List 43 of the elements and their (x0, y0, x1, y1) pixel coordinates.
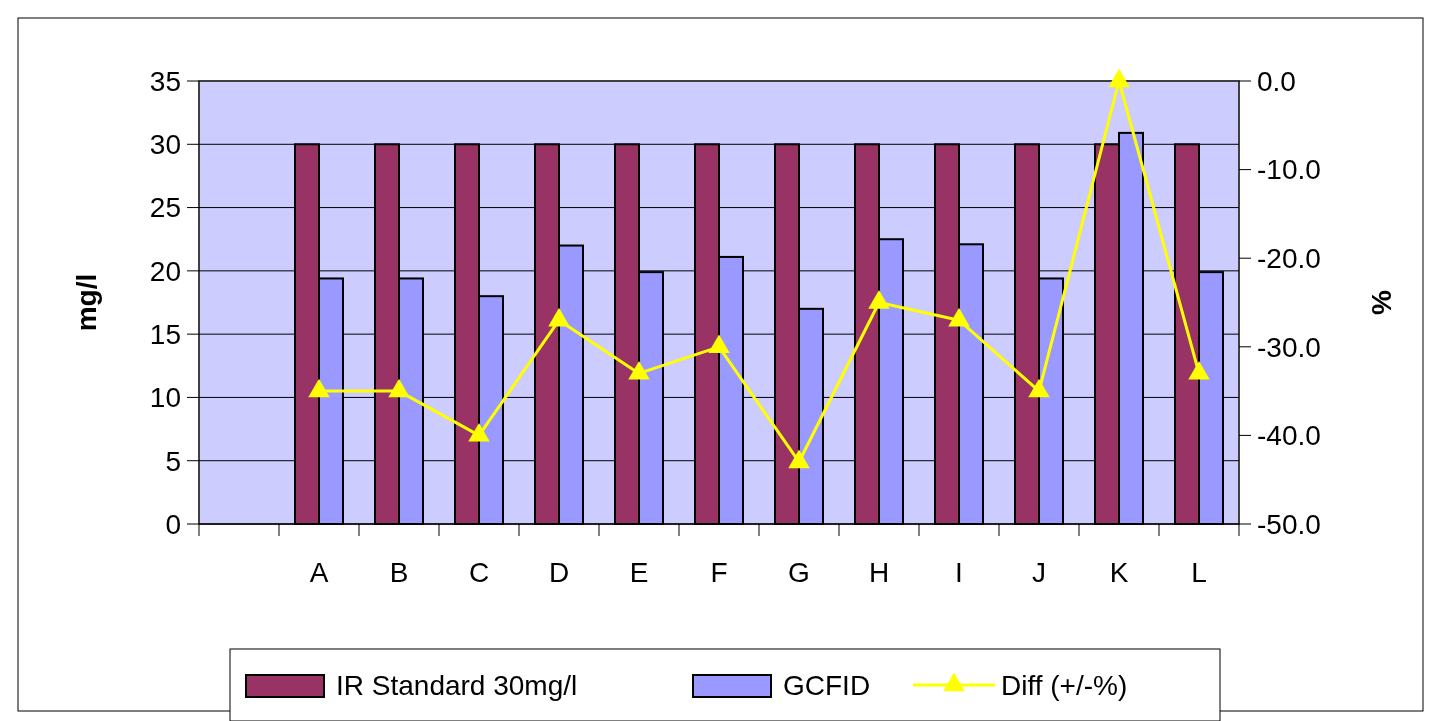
point (708, 334, 730, 353)
x-tick-label: F (710, 557, 728, 588)
x-tick-label: D (548, 557, 570, 588)
y-tick-label: 15 (149, 318, 181, 350)
x-tick-label: K (1109, 557, 1129, 588)
point (468, 422, 490, 442)
y-tick-label: 25 (149, 192, 181, 224)
y2-tick-label: -30.0 (1257, 331, 1321, 363)
point (388, 378, 410, 398)
legend-label: GCFID (783, 669, 871, 701)
point (628, 360, 650, 380)
point (788, 449, 810, 469)
x-tick-label: L (1191, 557, 1207, 588)
point (1028, 378, 1050, 398)
x-tick-label: B (389, 557, 409, 588)
point (308, 378, 330, 398)
legend-label: Diff (+/-%) (1001, 669, 1128, 701)
x-tick-label: E (629, 557, 649, 588)
x-tick-label: G (788, 557, 810, 588)
x-tick-label: H (868, 557, 890, 588)
point (1188, 360, 1210, 380)
y-axis-title: mg/l (71, 273, 102, 332)
y-tick-label: 30 (149, 129, 181, 161)
x-tick-label: I (955, 557, 963, 588)
y-tick-label: 0 (165, 508, 181, 540)
x-tick-label: J (1032, 557, 1046, 588)
y-tick-label: 35 (149, 65, 181, 97)
y-tick-label: 10 (149, 382, 181, 414)
y2-tick-label: 0.0 (1257, 65, 1296, 97)
legend-label: IR Standard 30mg/l (336, 669, 578, 701)
point (948, 307, 970, 327)
y2-tick-label: -50.0 (1257, 508, 1321, 540)
y-tick-label: 20 (149, 255, 181, 287)
point (868, 290, 890, 309)
y2-tick-label: -40.0 (1257, 420, 1321, 452)
point (548, 307, 570, 327)
x-tick-label: C (468, 557, 490, 588)
y2-tick-label: -20.0 (1257, 243, 1321, 274)
y2-tick-label: -10.0 (1257, 154, 1321, 186)
x-tick-label: A (309, 557, 329, 588)
point (1108, 68, 1130, 88)
y2-axis-title: % (1366, 289, 1397, 315)
y-tick-label: 5 (165, 445, 181, 477)
